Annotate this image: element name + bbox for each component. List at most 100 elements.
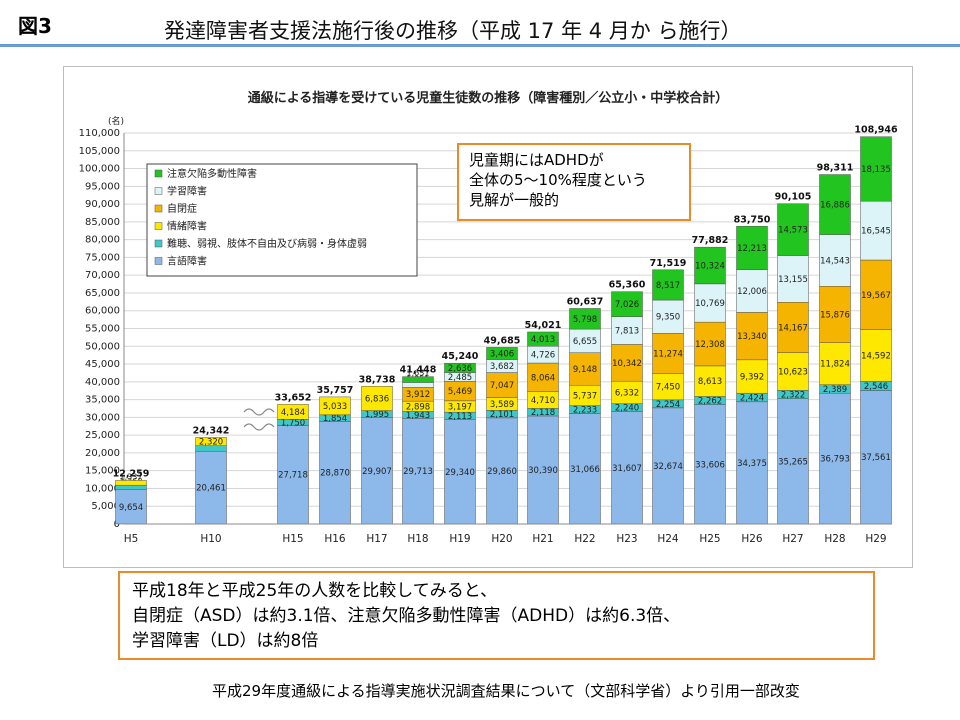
data-label: 31,607 — [612, 464, 642, 474]
data-label: 12,006 — [737, 287, 767, 297]
y-tick-label: 5,000 — [91, 501, 120, 512]
data-label: 30,390 — [528, 466, 558, 476]
callout-line: 平成18年と平成25年の人数を比較してみると、 — [132, 581, 498, 601]
data-label: 16,886 — [820, 201, 850, 211]
data-label: 12,213 — [737, 244, 767, 254]
data-label: 6,332 — [615, 388, 639, 398]
y-tick-label: 15,000 — [85, 466, 120, 477]
bar-segment — [569, 352, 601, 386]
bar-segment — [694, 283, 726, 323]
data-label: 20,461 — [196, 484, 226, 494]
bar-segment — [736, 359, 768, 394]
data-label: 9,148 — [573, 365, 597, 375]
data-label: 2,320 — [199, 438, 223, 448]
y-unit-label: (名) — [108, 115, 124, 127]
data-label: 8,064 — [531, 373, 555, 383]
y-tick-label: 50,000 — [85, 341, 120, 352]
legend-swatch — [154, 204, 163, 213]
callout-line: 自閉症（ASD）は約3.1倍、注意欠陥多動性障害（ADHD）は約6.3倍、 — [132, 606, 681, 626]
y-tick-label: 95,000 — [85, 181, 120, 192]
bar-segment — [860, 259, 892, 330]
total-label: 71,519 — [650, 258, 687, 269]
bar-segment — [115, 489, 147, 525]
data-label: 2,240 — [615, 404, 639, 414]
bar-segment — [777, 398, 809, 525]
data-label: 32,674 — [653, 462, 683, 472]
bar-segment — [277, 404, 309, 420]
data-label: 16,545 — [861, 227, 891, 237]
y-tick-label: 20,000 — [85, 448, 120, 459]
total-label: 45,240 — [442, 351, 479, 362]
bar-segment — [736, 226, 768, 270]
bar-segment — [819, 286, 851, 343]
bar-segment — [777, 255, 809, 303]
bar-segment — [736, 401, 768, 525]
axis-break-mark — [243, 408, 275, 431]
data-label: 5,737 — [573, 391, 597, 401]
data-label: 4,184 — [281, 408, 305, 418]
data-label: 10,342 — [612, 359, 642, 369]
x-tick-label: H20 — [491, 533, 512, 545]
bar-segment — [569, 308, 601, 330]
data-label: 7,026 — [615, 300, 639, 310]
bar-segment — [444, 362, 476, 373]
legend-swatch — [154, 187, 163, 195]
title-divider — [0, 44, 960, 47]
chart-title: 通級による指導を受けている児童生徒数の推移（障害種別／公立小・中学校合計） — [248, 90, 729, 106]
y-tick-label: 25,000 — [85, 430, 120, 441]
y-tick-label: 100,000 — [79, 164, 120, 175]
y-tick-label: 105,000 — [79, 146, 120, 157]
bar-segment — [611, 316, 643, 345]
bar-segment — [527, 362, 559, 392]
data-label: 12,308 — [695, 340, 725, 350]
x-tick-label: H17 — [366, 533, 387, 545]
bar-segment — [652, 407, 684, 525]
data-label: 29,907 — [362, 467, 392, 477]
data-label: 3,589 — [490, 400, 514, 410]
x-tick-label: H26 — [741, 533, 763, 545]
x-tick-label: H24 — [657, 533, 679, 545]
y-tick-label: 65,000 — [85, 288, 120, 299]
callout-adhd-note: 児童期にはADHDが 全体の5〜10%程度という 見解が一般的 — [457, 143, 691, 221]
x-tick-label: H18 — [407, 533, 428, 545]
data-label: 2,485 — [448, 373, 472, 383]
bar-segment — [694, 404, 726, 525]
y-tick-label: 10,000 — [85, 483, 120, 494]
bar-segment — [652, 299, 684, 334]
total-label: 77,882 — [692, 235, 729, 246]
legend-label: 難聴、弱視、肢体不自由及び病弱・身体虚弱 — [167, 237, 367, 250]
legend-swatch — [154, 169, 163, 178]
total-label: 49,685 — [484, 335, 521, 346]
bar-segment — [361, 386, 393, 411]
data-label: 14,592 — [861, 352, 891, 362]
legend-box — [146, 163, 418, 277]
data-label: 2,389 — [823, 385, 847, 395]
x-tick-label: H27 — [782, 533, 803, 545]
data-label: 35,265 — [778, 457, 808, 467]
total-label: 108,946 — [854, 125, 898, 136]
data-label: 3,197 — [448, 403, 472, 413]
total-label: 90,105 — [775, 192, 812, 203]
data-label: 9,392 — [740, 373, 764, 383]
y-tick-label: 75,000 — [85, 252, 120, 263]
callout-comparison-note: 平成18年と平成25年の人数を比較してみると、 自閉症（ASD）は約3.1倍、注… — [118, 571, 875, 660]
data-label: 33,606 — [695, 460, 725, 470]
data-label: 14,573 — [778, 226, 808, 236]
bar-segment — [611, 291, 643, 317]
x-tick-label: H21 — [532, 533, 553, 545]
data-label: 3,912 — [406, 390, 430, 400]
data-label: 1,750 — [281, 418, 305, 428]
legend-label: 情緒障害 — [167, 220, 207, 233]
bar-segment — [195, 437, 227, 446]
bar-segment — [694, 246, 726, 285]
data-label: 18,135 — [861, 165, 891, 175]
y-tick-label: 40,000 — [85, 377, 120, 388]
source-note: 平成29年度通級による指導実施状況調査結果について（文部科学省）より引用一部改変 — [212, 682, 800, 700]
data-label: 4,726 — [531, 351, 555, 361]
data-label: 2,898 — [406, 402, 430, 412]
total-label: 38,738 — [359, 374, 396, 385]
figure-label: 図3 — [18, 14, 52, 38]
data-label: 11,824 — [820, 360, 850, 370]
bar-segment — [694, 321, 726, 367]
y-tick-label: 0 — [114, 519, 120, 530]
